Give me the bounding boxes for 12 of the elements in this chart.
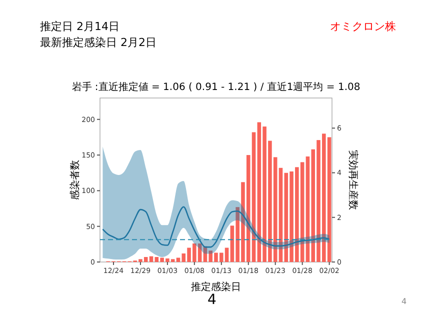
line-series (102, 206, 330, 248)
text: 4 (401, 297, 407, 306)
bar (278, 168, 283, 262)
bar (149, 256, 154, 262)
text: 推定日 2月14日 (40, 20, 120, 33)
x-axis-title: 推定感染日 (191, 281, 241, 293)
text: 4 (208, 292, 217, 308)
y-axis-title: 感染者数 (69, 160, 81, 200)
chart-title: 岩手 :直近推定値 = 1.06 ( 0.91 - 1.21 ) / 直近1週平均 = 1.08 (72, 81, 360, 93)
y2-axis-title: 実効再生産数 (347, 150, 359, 210)
text: オミクロン株 (330, 20, 396, 33)
text: 最新推定感染日 2月2日 (40, 36, 156, 49)
